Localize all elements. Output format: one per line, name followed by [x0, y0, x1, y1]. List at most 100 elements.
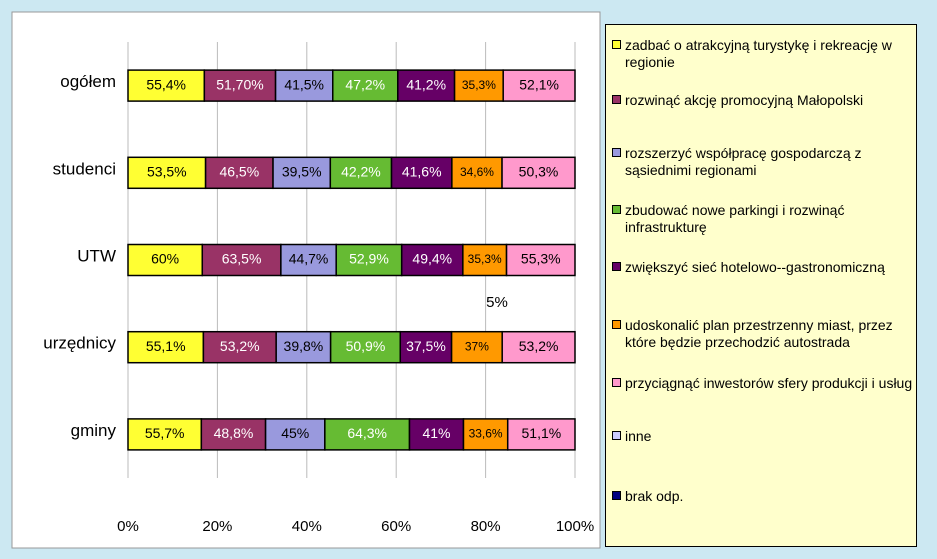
- bar-segment: [127, 156, 207, 190]
- value-label: 47,2%: [345, 76, 385, 92]
- bar-segment: [501, 156, 576, 190]
- value-label: 50,9%: [346, 338, 386, 354]
- value-label: 33,6%: [469, 427, 503, 441]
- bar-segment: [506, 418, 576, 451]
- bar-segment: [264, 418, 326, 451]
- value-label: 50,3%: [519, 164, 559, 180]
- value-label: 55,3%: [521, 251, 561, 267]
- legend-label: inne: [625, 428, 652, 444]
- bar-segment: [502, 69, 576, 102]
- x-tick-label: 60%: [381, 518, 411, 535]
- legend-label: rozszerzyć współpracę gospodarczą z sąsi…: [625, 145, 862, 178]
- y-tick-label: UTW: [77, 246, 116, 265]
- value-label: 63,5%: [222, 251, 262, 267]
- bar-segment: [505, 243, 576, 277]
- bar-segment: [127, 69, 206, 102]
- bar-segment: [200, 418, 267, 451]
- bar-segment: [397, 69, 456, 102]
- legend-item: zwiększyć sieć hotelowo--gastronomiczną: [612, 259, 921, 276]
- value-label: 35,3%: [462, 78, 496, 92]
- x-tick-label: 20%: [202, 518, 232, 535]
- bar-segment: [201, 243, 282, 277]
- legend-label: zadbać o atrakcyjną turystykę i rekreacj…: [625, 37, 892, 70]
- bar-segment: [501, 330, 576, 364]
- value-label: 39,5%: [282, 164, 322, 180]
- legend-item: brak odp.: [612, 488, 921, 505]
- value-label: 55,7%: [145, 425, 185, 441]
- x-tick-label: 0%: [117, 518, 139, 535]
- value-label: 53,2%: [519, 338, 559, 354]
- bar-segment: [127, 418, 203, 451]
- bar-segment: [453, 69, 504, 102]
- bar-segment: [451, 156, 503, 190]
- y-tick-label: gminy: [71, 421, 117, 440]
- bar-segment: [203, 69, 277, 102]
- bar-segment: [275, 330, 332, 364]
- legend-swatch: [612, 378, 621, 387]
- bar-segment: [329, 330, 402, 364]
- value-label: 52,9%: [349, 251, 389, 267]
- value-label: 60%: [151, 251, 179, 267]
- legend-item: zbudować nowe parkingi i rozwinąć infras…: [612, 202, 921, 236]
- value-label: 55,1%: [146, 338, 186, 354]
- y-tick-label: ogółem: [60, 72, 116, 91]
- legend: zadbać o atrakcyjną turystykę i rekreacj…: [605, 24, 917, 547]
- bar-segment: [272, 156, 332, 190]
- value-label: 51,1%: [522, 425, 562, 441]
- value-label: 55,4%: [146, 76, 186, 92]
- value-label: 46,5%: [219, 164, 259, 180]
- legend-label: przyciągnąć inwestorów sfery produkcji i…: [625, 375, 913, 391]
- value-label: 64,3%: [347, 425, 387, 441]
- bar-segment: [127, 243, 204, 277]
- bar-segment: [202, 330, 277, 364]
- bar-segment: [324, 418, 411, 451]
- legend-swatch: [612, 431, 621, 440]
- legend-label: rozwinąć akcję promocyjną Małopolski: [625, 92, 864, 108]
- value-label: 34,6%: [460, 165, 494, 179]
- legend-label: zbudować nowe parkingi i rozwinąć infras…: [625, 202, 845, 235]
- legend-item: udoskonalić plan przestrzenny miast, prz…: [612, 317, 921, 351]
- y-tick-label: studenci: [53, 159, 116, 178]
- x-tick-label: 80%: [471, 518, 501, 535]
- bar-segment: [280, 243, 337, 277]
- value-label: 35,3%: [468, 252, 502, 266]
- legend-label: brak odp.: [625, 488, 684, 504]
- annotation: 5%: [486, 294, 508, 311]
- x-tick-label: 100%: [556, 518, 594, 535]
- value-label: 53,2%: [220, 338, 260, 354]
- value-label: 45%: [281, 425, 309, 441]
- value-label: 51,70%: [216, 76, 263, 92]
- value-label: 39,8%: [284, 338, 324, 354]
- legend-item: inne: [612, 428, 921, 445]
- value-label: 37%: [465, 339, 489, 353]
- legend-item: rozszerzyć współpracę gospodarczą z sąsi…: [612, 145, 921, 179]
- value-label: 42,2%: [341, 164, 381, 180]
- legend-label: zwiększyć sieć hotelowo--gastronomiczną: [625, 259, 885, 275]
- legend-swatch: [612, 205, 621, 214]
- legend-swatch: [612, 262, 621, 271]
- value-label: 41,5%: [284, 76, 324, 92]
- legend-item: przyciągnąć inwestorów sfery produkcji i…: [612, 375, 921, 392]
- bar-segment: [462, 243, 508, 277]
- legend-swatch: [612, 148, 621, 157]
- value-label: 41,6%: [402, 164, 442, 180]
- value-label: 41,2%: [406, 76, 446, 92]
- value-label: 48,8%: [214, 425, 254, 441]
- legend-item: rozwinąć akcję promocyjną Małopolski: [612, 92, 921, 109]
- bar-segment: [274, 69, 334, 102]
- legend-swatch: [612, 491, 621, 500]
- value-label: 52,1%: [519, 76, 559, 92]
- bar-segment: [450, 330, 503, 364]
- y-tick-label: urzędnicy: [43, 334, 116, 353]
- x-tick-label: 40%: [292, 518, 322, 535]
- value-label: 41%: [422, 425, 450, 441]
- legend-swatch: [612, 40, 621, 49]
- legend-label: udoskonalić plan przestrzenny miast, prz…: [625, 317, 893, 350]
- legend-swatch: [612, 320, 621, 329]
- bar-segment: [462, 418, 509, 451]
- bar-segment: [332, 69, 399, 102]
- legend-swatch: [612, 95, 621, 104]
- value-label: 53,5%: [147, 164, 187, 180]
- value-label: 49,4%: [412, 251, 452, 267]
